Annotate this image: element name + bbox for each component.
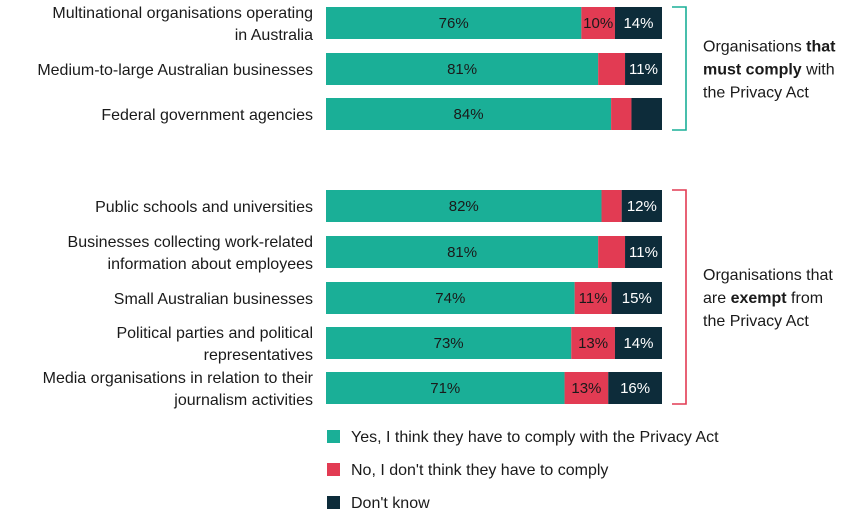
- group-label: the Privacy Act: [703, 85, 809, 102]
- legend-label: Yes, I think they have to comply with th…: [351, 429, 719, 446]
- data-label: 15%: [622, 290, 652, 307]
- bar-segment-dont-know: [631, 98, 662, 130]
- data-label: 73%: [434, 335, 464, 352]
- legend-swatch-yes: [327, 430, 340, 443]
- group-label: the Privacy Act: [703, 313, 809, 330]
- data-label: 12%: [627, 198, 657, 215]
- bar-segment-dont-know: [614, 7, 662, 39]
- bar-segment-yes: [326, 53, 599, 85]
- data-label: 11%: [579, 290, 608, 307]
- bar-segment-no: [601, 190, 622, 222]
- bar-segment-dont-know: [625, 53, 662, 85]
- category-label: Federal government agencies: [101, 107, 313, 124]
- data-label: 14%: [623, 335, 653, 352]
- bar-segment-no: [581, 7, 615, 39]
- bar-segment-no: [598, 53, 626, 85]
- bar-segment-yes: [326, 98, 612, 130]
- category-label: Media organisations in relation to their: [43, 370, 314, 387]
- data-label: 16%: [620, 380, 650, 397]
- category-label: in Australia: [235, 27, 313, 44]
- legend-label: Don't know: [351, 495, 430, 512]
- bar-segment-no: [611, 98, 632, 130]
- data-label: 84%: [454, 106, 484, 123]
- data-label: 14%: [623, 15, 653, 32]
- category-label: information about employees: [108, 256, 313, 273]
- bar-segment-no: [564, 372, 609, 404]
- category-label: Political parties and political: [116, 325, 313, 342]
- bar-segment-yes: [326, 190, 602, 222]
- category-label: journalism activities: [173, 392, 313, 409]
- group-label: must comply with: [703, 62, 835, 79]
- category-label: Medium-to-large Australian businesses: [37, 62, 313, 79]
- data-label: 11%: [629, 244, 658, 261]
- legend-label: No, I don't think they have to comply: [351, 462, 608, 479]
- legend-swatch-no: [327, 463, 340, 476]
- data-label: 13%: [578, 335, 608, 352]
- bar-segment-yes: [326, 372, 565, 404]
- bar-segment-no: [571, 327, 615, 359]
- group-bracket: [672, 189, 687, 405]
- bar-segment-dont-know: [625, 236, 662, 268]
- data-label: 82%: [449, 198, 479, 215]
- data-label: 71%: [430, 380, 460, 397]
- bar-segment-dont-know: [611, 282, 662, 314]
- data-label: 13%: [571, 380, 601, 397]
- category-label: Public schools and universities: [95, 199, 313, 216]
- bar-segment-yes: [326, 327, 572, 359]
- group-bracket: [672, 6, 687, 131]
- data-label: 81%: [447, 61, 477, 78]
- data-label: 81%: [447, 244, 477, 261]
- data-label: 11%: [629, 61, 658, 78]
- group-label: Organisations that: [703, 39, 836, 56]
- bar-segment-yes: [326, 7, 582, 39]
- data-label: 76%: [439, 15, 469, 32]
- bar-segment-dont-know: [608, 372, 662, 404]
- data-label: 74%: [435, 290, 465, 307]
- bar-segment-dont-know: [621, 190, 662, 222]
- category-label: Small Australian businesses: [114, 291, 313, 308]
- bar-segment-no: [598, 236, 626, 268]
- category-label: representatives: [204, 347, 313, 364]
- bar-segment-yes: [326, 236, 599, 268]
- bar-segment-no: [574, 282, 612, 314]
- group-label: are exempt from: [703, 290, 823, 307]
- group-label: Organisations that: [703, 267, 833, 284]
- bar-segment-dont-know: [614, 327, 662, 359]
- data-label: 10%: [583, 15, 613, 32]
- category-label: Businesses collecting work-related: [68, 234, 313, 251]
- category-label: Multinational organisations operating: [52, 5, 313, 22]
- bar-segment-yes: [326, 282, 575, 314]
- legend-swatch-dont-know: [327, 496, 340, 509]
